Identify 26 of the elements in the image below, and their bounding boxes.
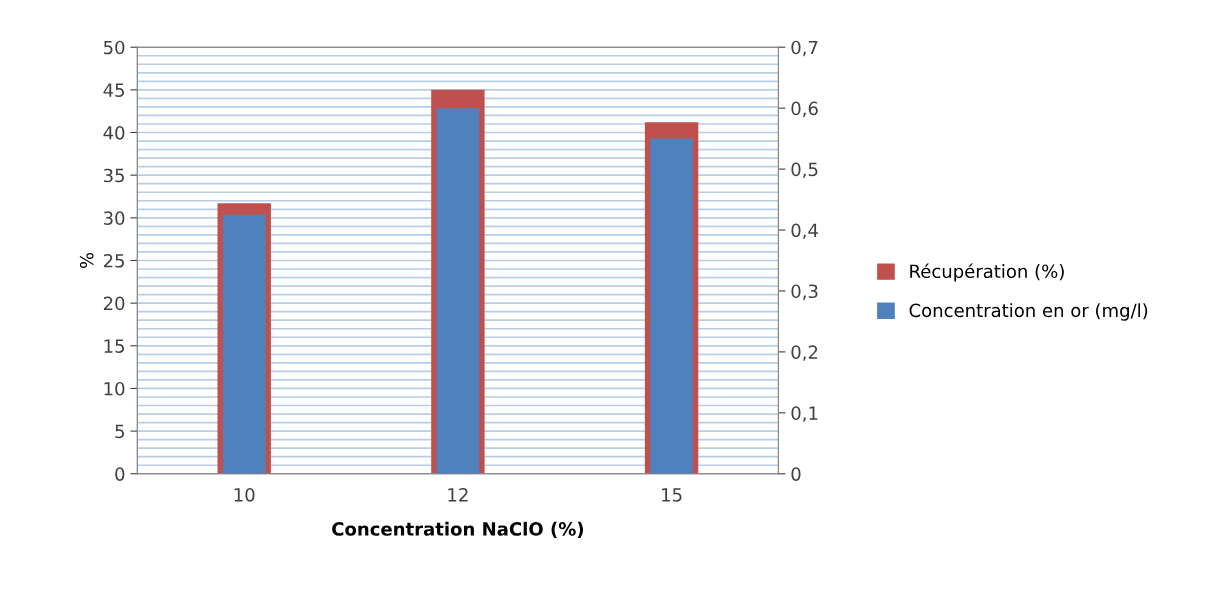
y2-tick-label: 0,3	[791, 284, 818, 300]
y-tick-label: 20	[103, 296, 125, 311]
y-axis-title: %	[79, 252, 94, 269]
y-tick-label: 45	[103, 83, 124, 97]
y2-tick-label: 0,7	[791, 40, 818, 57]
y2-tick-label: 0,2	[791, 345, 818, 361]
y2-tick-label: 0,4	[791, 223, 818, 239]
y-tick-label: 10	[104, 381, 125, 396]
y-tick-label: 40	[103, 125, 125, 140]
x-tick-label: 15	[662, 488, 682, 502]
y2-tick-label: 0,1	[791, 406, 818, 422]
y-tick-label: 35	[103, 168, 124, 183]
legend-label: Concentration en or (mg/l)	[909, 303, 1148, 321]
legend-label: Récupération (%)	[910, 263, 1064, 282]
x-tick-label: 12	[448, 487, 468, 502]
y-tick-label: 30	[103, 211, 125, 225]
y2-tick-label: 0,6	[791, 101, 818, 118]
x-axis-title: Concentration NaClO (%)	[332, 521, 584, 538]
y-tick-label: 0	[115, 467, 125, 481]
y-tick-label: 15	[104, 339, 124, 353]
y-tick-label: 5	[115, 424, 124, 439]
y-tick-label: 50	[103, 40, 125, 55]
y2-tick-label: 0,5	[791, 162, 818, 179]
y2-tick-label: 0	[791, 467, 801, 481]
y-tick-label: 25	[103, 253, 124, 268]
x-tick-label: 10	[234, 487, 255, 502]
